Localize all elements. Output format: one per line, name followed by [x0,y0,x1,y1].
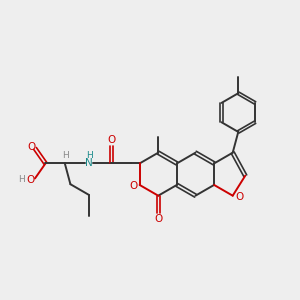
Text: O: O [27,142,35,152]
Text: H: H [62,151,69,160]
Text: O: O [27,175,35,185]
Text: O: O [129,181,137,190]
Text: N: N [85,158,93,168]
Text: O: O [235,192,243,202]
Text: O: O [154,214,162,224]
Text: O: O [107,135,116,146]
Text: H: H [86,151,92,160]
Text: H: H [18,176,25,184]
